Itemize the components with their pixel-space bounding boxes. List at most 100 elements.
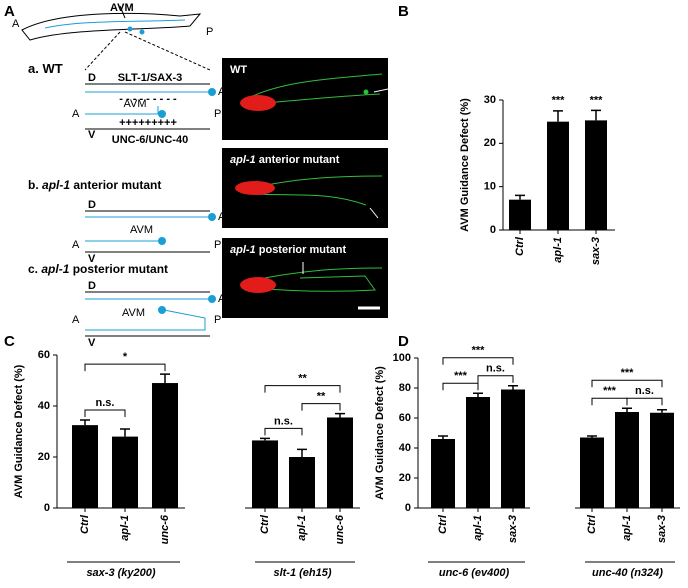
significance-label: n.s. xyxy=(274,415,293,427)
x-tick-label: apl-1 xyxy=(119,515,131,541)
significance-label: n.s. xyxy=(635,385,654,397)
x-tick-label: Ctrl xyxy=(514,236,526,256)
x-tick-label: Ctrl xyxy=(259,514,271,534)
y-tick-label: 30 xyxy=(484,94,496,106)
significance-label: n.s. xyxy=(486,363,505,375)
significance-bracket xyxy=(264,427,303,436)
row-label: a. WT xyxy=(28,61,63,76)
significance-label: ** xyxy=(298,373,307,385)
significance-bracket xyxy=(591,379,663,388)
significance-label: *** xyxy=(603,385,617,397)
bar xyxy=(112,436,138,508)
micrograph-cell xyxy=(363,89,369,95)
group-label: unc-40 (n324) xyxy=(592,567,663,579)
error-bar xyxy=(260,437,270,441)
significance-bracket xyxy=(626,397,663,406)
dorsal-cue: SLT-1/SAX-3 xyxy=(118,72,183,84)
error-bar xyxy=(335,412,345,418)
avm-body xyxy=(158,306,166,314)
worm-posterior: P xyxy=(206,26,213,38)
row-label: c. apl-1 posterior mutant xyxy=(28,262,168,276)
micrograph-genotype: apl-1 xyxy=(230,244,256,256)
x-tick-label: sax-3 xyxy=(507,515,519,543)
micrograph-label: WT xyxy=(230,64,247,76)
micrograph-arrow xyxy=(369,207,379,219)
alm-body xyxy=(208,213,216,221)
row-genotype: apl-1 xyxy=(41,262,69,276)
avm: AVM xyxy=(130,224,153,236)
y-tick-label: 20 xyxy=(38,451,50,463)
error-bar xyxy=(473,392,483,397)
attraction: +++++++++ xyxy=(119,117,177,129)
significance-label: *** xyxy=(621,367,635,379)
x-tick-label: Ctrl xyxy=(586,514,598,534)
micrograph-label: apl-1 anterior mutant xyxy=(230,154,340,166)
row-phenotype: anterior mutant xyxy=(73,178,161,192)
bar xyxy=(466,397,490,508)
x-tick-label: Ctrl xyxy=(437,514,449,534)
error-bar xyxy=(508,385,518,390)
neuron-body xyxy=(139,29,145,35)
micrograph-genotype: apl-1 xyxy=(230,154,256,166)
anterior: A xyxy=(72,239,80,251)
bar xyxy=(580,437,604,508)
significance-label: *** xyxy=(472,345,486,357)
y-tick-label: 0 xyxy=(44,502,50,514)
bar xyxy=(509,199,531,230)
y-axis-label: AVM Guidance Defect (%) xyxy=(459,98,471,232)
posterior: P xyxy=(214,314,221,326)
bar xyxy=(501,389,525,508)
bar xyxy=(327,417,353,508)
avm-body xyxy=(158,110,166,118)
micrograph-label: apl-1 posterior mutant xyxy=(230,244,346,256)
y-tick-label: 80 xyxy=(399,382,411,394)
bar xyxy=(252,440,278,508)
ventral: V xyxy=(88,253,96,265)
significance-bracket xyxy=(477,375,514,383)
bar xyxy=(585,120,607,230)
posterior: P xyxy=(214,108,221,120)
x-tick-label: apl-1 xyxy=(621,515,633,541)
alm-body xyxy=(208,88,216,96)
dorsal: D xyxy=(88,199,96,211)
worm-neuron: AVM xyxy=(110,2,134,14)
x-tick-label: apl-1 xyxy=(472,515,484,541)
row-genotype: WT xyxy=(42,61,62,76)
error-bar xyxy=(297,448,307,457)
row-genotype: apl-1 xyxy=(42,178,70,192)
error-bar xyxy=(622,407,632,412)
zoom-lines xyxy=(84,31,211,71)
y-tick-label: 60 xyxy=(399,412,411,424)
y-tick-label: 40 xyxy=(38,400,50,412)
bar xyxy=(547,121,569,230)
group-label: slt-1 (eh15) xyxy=(273,567,331,579)
significance-label: n.s. xyxy=(96,397,115,409)
bar xyxy=(615,412,639,508)
group-label: sax-3 (ky200) xyxy=(86,567,155,579)
x-tick-label: sax-3 xyxy=(590,237,602,265)
bar xyxy=(289,457,315,508)
error-bar xyxy=(120,428,130,437)
row-phenotype: posterior mutant xyxy=(73,262,168,276)
y-axis-label: AVM Guidance Defect (%) xyxy=(13,364,25,498)
significance-label: *** xyxy=(454,370,468,382)
y-axis-label: AVM Guidance Defect (%) xyxy=(374,366,386,500)
significance-label: *** xyxy=(590,94,604,106)
x-tick-label: sax-3 xyxy=(656,515,668,543)
row-index: c. xyxy=(28,262,38,276)
avm-axon xyxy=(85,309,206,331)
panel-label: C xyxy=(4,333,15,350)
significance-label: * xyxy=(123,351,128,363)
ventral: V xyxy=(88,337,96,349)
alm-body xyxy=(208,295,216,303)
y-tick-label: 20 xyxy=(484,137,496,149)
x-tick-label: unc-6 xyxy=(334,514,346,544)
error-bar xyxy=(657,409,667,413)
significance-label: *** xyxy=(552,95,566,107)
ventral-cue: UNC-6/UNC-40 xyxy=(112,134,188,146)
worm-outline xyxy=(21,12,202,41)
dorsal: D xyxy=(88,280,96,292)
neuron-body xyxy=(127,26,133,32)
neuron-line xyxy=(44,19,186,29)
error-bar xyxy=(591,109,601,121)
